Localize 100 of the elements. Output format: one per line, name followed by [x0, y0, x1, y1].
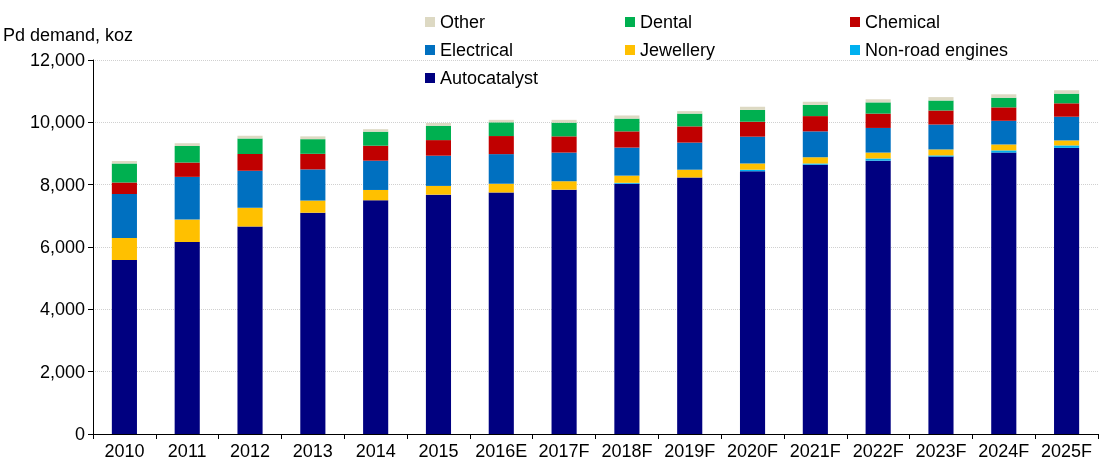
bar [174, 242, 200, 434]
legend-label: Non-road engines [865, 40, 1009, 60]
bar [1054, 116, 1080, 141]
y-tick-label: 0 [74, 424, 85, 444]
bar [865, 127, 891, 153]
bar [551, 122, 577, 137]
bar [237, 154, 263, 171]
bar [991, 120, 1017, 145]
legend-label: Jewellery [640, 40, 716, 60]
bar [677, 142, 703, 170]
bar [425, 125, 452, 141]
bar [237, 226, 263, 434]
bar [488, 136, 514, 155]
bar [237, 135, 263, 139]
bar [111, 182, 137, 195]
bar [551, 136, 577, 153]
bar [363, 145, 389, 161]
bar [488, 122, 514, 137]
bar [300, 200, 326, 213]
bar [1054, 90, 1080, 94]
bar [614, 131, 640, 148]
x-tick-label: 2023F [915, 441, 967, 461]
y-tick-label: 4,000 [39, 299, 85, 320]
bar [677, 113, 703, 127]
bar [551, 152, 577, 182]
x-tick-label: 2022F [852, 441, 904, 461]
x-tick-label: 2013 [292, 441, 333, 461]
bar [614, 175, 640, 183]
bar [300, 212, 326, 434]
y-tick-label: 6,000 [39, 237, 85, 257]
x-tick-label: 2024F [978, 441, 1030, 461]
bar [363, 129, 389, 132]
legend-label: Chemical [865, 12, 941, 32]
legend-label: Autocatalyst [440, 68, 539, 88]
bar [300, 136, 326, 140]
bar [991, 152, 1017, 434]
bar [991, 150, 1017, 153]
x-tick-label: 2016E [475, 441, 528, 461]
bar [802, 104, 828, 117]
bar [865, 158, 891, 161]
bar [739, 109, 766, 122]
bar [174, 176, 200, 220]
bar [237, 170, 263, 208]
legend-label: Other [440, 12, 486, 32]
x-tick-label: 2011 [167, 441, 207, 461]
bar [425, 155, 452, 186]
y-tick-label: 8,000 [39, 174, 85, 195]
x-tick-label: 2015 [418, 441, 459, 461]
bar [300, 153, 326, 170]
x-tick-label: 2010 [104, 441, 145, 461]
bar [111, 260, 137, 434]
y-tick-label: 12,000 [29, 50, 85, 70]
bar [928, 124, 954, 150]
bar [802, 131, 828, 158]
bar [551, 189, 577, 434]
bar [237, 138, 263, 155]
bar [739, 171, 766, 434]
bar [614, 115, 640, 119]
bar [111, 163, 137, 183]
bar [614, 183, 640, 434]
bar [425, 140, 452, 156]
bar [488, 192, 514, 434]
bar [363, 160, 389, 190]
x-tick-label: 2017F [538, 441, 590, 461]
y-tick-label: 10,000 [29, 112, 85, 133]
bar [991, 94, 1017, 98]
bar [614, 147, 640, 176]
bar [300, 139, 326, 154]
bar [174, 143, 200, 147]
bar [802, 116, 828, 132]
bar [1054, 103, 1080, 117]
bar [1054, 147, 1080, 434]
bar [865, 99, 891, 103]
bar [991, 144, 1017, 151]
legend-label: Dental [640, 12, 693, 32]
bar [1054, 145, 1080, 148]
x-tick-label: 2020F [727, 441, 779, 461]
bar [111, 194, 137, 238]
bar [865, 160, 891, 434]
bar [739, 163, 766, 170]
y-axis-title: Pd demand, koz [3, 25, 134, 45]
bar [928, 100, 954, 111]
bar [677, 126, 703, 143]
bar [425, 122, 452, 126]
bar [802, 164, 828, 434]
bar [174, 219, 200, 243]
bar [928, 149, 954, 156]
bar [363, 200, 389, 434]
x-tick-label: 2014 [355, 441, 396, 461]
bar [677, 177, 703, 434]
bar [677, 111, 703, 114]
x-tick-label: 2021F [789, 441, 841, 461]
bar [802, 157, 828, 164]
bar [488, 154, 514, 184]
bar [865, 113, 891, 128]
bar [363, 189, 389, 201]
bar [865, 102, 891, 114]
bar [174, 146, 200, 163]
x-tick-label: 2019F [664, 441, 716, 461]
bar [991, 97, 1017, 108]
